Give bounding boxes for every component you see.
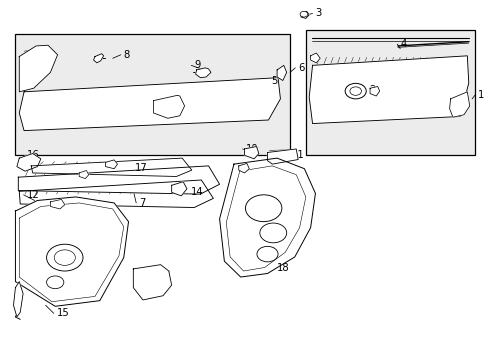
Circle shape [256, 246, 278, 262]
Text: 15: 15 [57, 309, 69, 318]
Polygon shape [16, 197, 128, 306]
Circle shape [300, 12, 307, 17]
Polygon shape [277, 66, 286, 81]
Text: 6: 6 [298, 63, 304, 73]
Polygon shape [369, 86, 379, 96]
Polygon shape [14, 282, 23, 317]
Text: 4: 4 [399, 39, 406, 49]
Polygon shape [105, 160, 117, 169]
Text: 10: 10 [245, 144, 258, 154]
Polygon shape [18, 166, 219, 194]
Polygon shape [301, 12, 308, 18]
Polygon shape [50, 199, 64, 209]
Circle shape [245, 195, 281, 222]
Circle shape [54, 250, 75, 265]
Polygon shape [153, 95, 184, 118]
Polygon shape [310, 53, 320, 63]
Polygon shape [133, 265, 171, 300]
Polygon shape [244, 147, 258, 159]
Polygon shape [93, 54, 103, 63]
FancyBboxPatch shape [305, 30, 473, 155]
Text: 8: 8 [123, 50, 130, 60]
Polygon shape [19, 180, 213, 207]
Text: 2: 2 [368, 85, 375, 95]
Text: 17: 17 [135, 163, 148, 173]
Text: 9: 9 [194, 60, 200, 70]
Text: 7: 7 [139, 198, 145, 208]
Polygon shape [448, 92, 469, 117]
Polygon shape [19, 45, 58, 92]
Text: 13: 13 [159, 270, 171, 280]
Polygon shape [19, 78, 280, 131]
Text: 5: 5 [270, 76, 277, 86]
FancyBboxPatch shape [16, 33, 289, 155]
Text: 18: 18 [277, 263, 289, 273]
Text: 3: 3 [315, 9, 321, 18]
Text: 1: 1 [477, 90, 484, 100]
Polygon shape [219, 158, 315, 277]
Text: 11: 11 [291, 150, 304, 159]
Circle shape [46, 276, 64, 289]
Polygon shape [31, 158, 191, 176]
Polygon shape [308, 56, 468, 123]
Circle shape [345, 83, 366, 99]
Text: 16: 16 [26, 150, 39, 160]
Polygon shape [17, 154, 41, 171]
Polygon shape [267, 149, 298, 164]
Circle shape [46, 244, 83, 271]
Circle shape [259, 223, 286, 243]
Polygon shape [171, 182, 186, 196]
Polygon shape [195, 68, 210, 78]
Text: 14: 14 [190, 187, 203, 197]
Text: 12: 12 [26, 190, 39, 200]
Polygon shape [79, 171, 89, 179]
Circle shape [349, 87, 361, 95]
Polygon shape [238, 163, 249, 173]
